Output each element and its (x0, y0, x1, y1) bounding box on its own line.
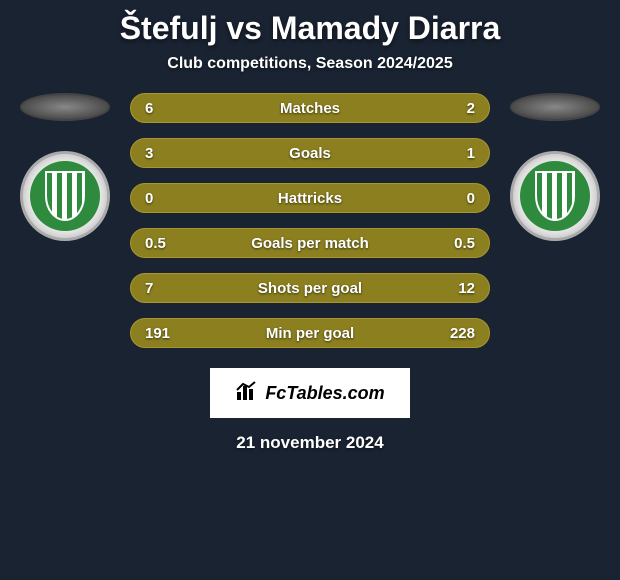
date-text: 21 november 2024 (0, 433, 620, 453)
stat-right-value: 0.5 (454, 235, 475, 252)
stat-label: Shots per goal (131, 280, 489, 297)
stat-bar-matches: 6 Matches 2 (130, 93, 490, 123)
stat-left-value: 0.5 (145, 235, 166, 252)
stat-left-value: 0 (145, 190, 153, 207)
badge-shield-left (45, 171, 85, 221)
badge-inner-left (30, 161, 100, 231)
stat-label: Hattricks (131, 190, 489, 207)
stat-label: Goals (131, 145, 489, 162)
badge-shield-right (535, 171, 575, 221)
brand-text: FcTables.com (265, 383, 384, 404)
player-silhouette-left (20, 93, 110, 121)
stat-label: Matches (131, 100, 489, 117)
stat-right-value: 1 (467, 145, 475, 162)
chart-icon (235, 380, 259, 406)
stat-right-value: 228 (450, 325, 475, 342)
left-player-col (20, 93, 110, 241)
brand-watermark: FcTables.com (210, 368, 410, 418)
stat-left-value: 6 (145, 100, 153, 117)
player-silhouette-right (510, 93, 600, 121)
infographic-container: Štefulj vs Mamady Diarra Club competitio… (0, 0, 620, 463)
badge-inner-right (520, 161, 590, 231)
stat-bar-goals: 3 Goals 1 (130, 138, 490, 168)
stat-label: Goals per match (131, 235, 489, 252)
right-player-col (510, 93, 600, 241)
stat-left-value: 3 (145, 145, 153, 162)
main-comparison-area: 6 Matches 2 3 Goals 1 0 Hattricks 0 0.5 … (0, 93, 620, 348)
stat-label: Min per goal (131, 325, 489, 342)
stat-right-value: 12 (458, 280, 475, 297)
stat-right-value: 0 (467, 190, 475, 207)
subtitle: Club competitions, Season 2024/2025 (0, 55, 620, 73)
stat-bar-hattricks: 0 Hattricks 0 (130, 183, 490, 213)
stat-left-value: 191 (145, 325, 170, 342)
stat-bar-min-per-goal: 191 Min per goal 228 (130, 318, 490, 348)
stat-bar-shots-per-goal: 7 Shots per goal 12 (130, 273, 490, 303)
page-title: Štefulj vs Mamady Diarra (0, 10, 620, 47)
club-badge-left (20, 151, 110, 241)
stat-right-value: 2 (467, 100, 475, 117)
stat-bar-goals-per-match: 0.5 Goals per match 0.5 (130, 228, 490, 258)
stats-column: 6 Matches 2 3 Goals 1 0 Hattricks 0 0.5 … (130, 93, 490, 348)
club-badge-right (510, 151, 600, 241)
stat-left-value: 7 (145, 280, 153, 297)
